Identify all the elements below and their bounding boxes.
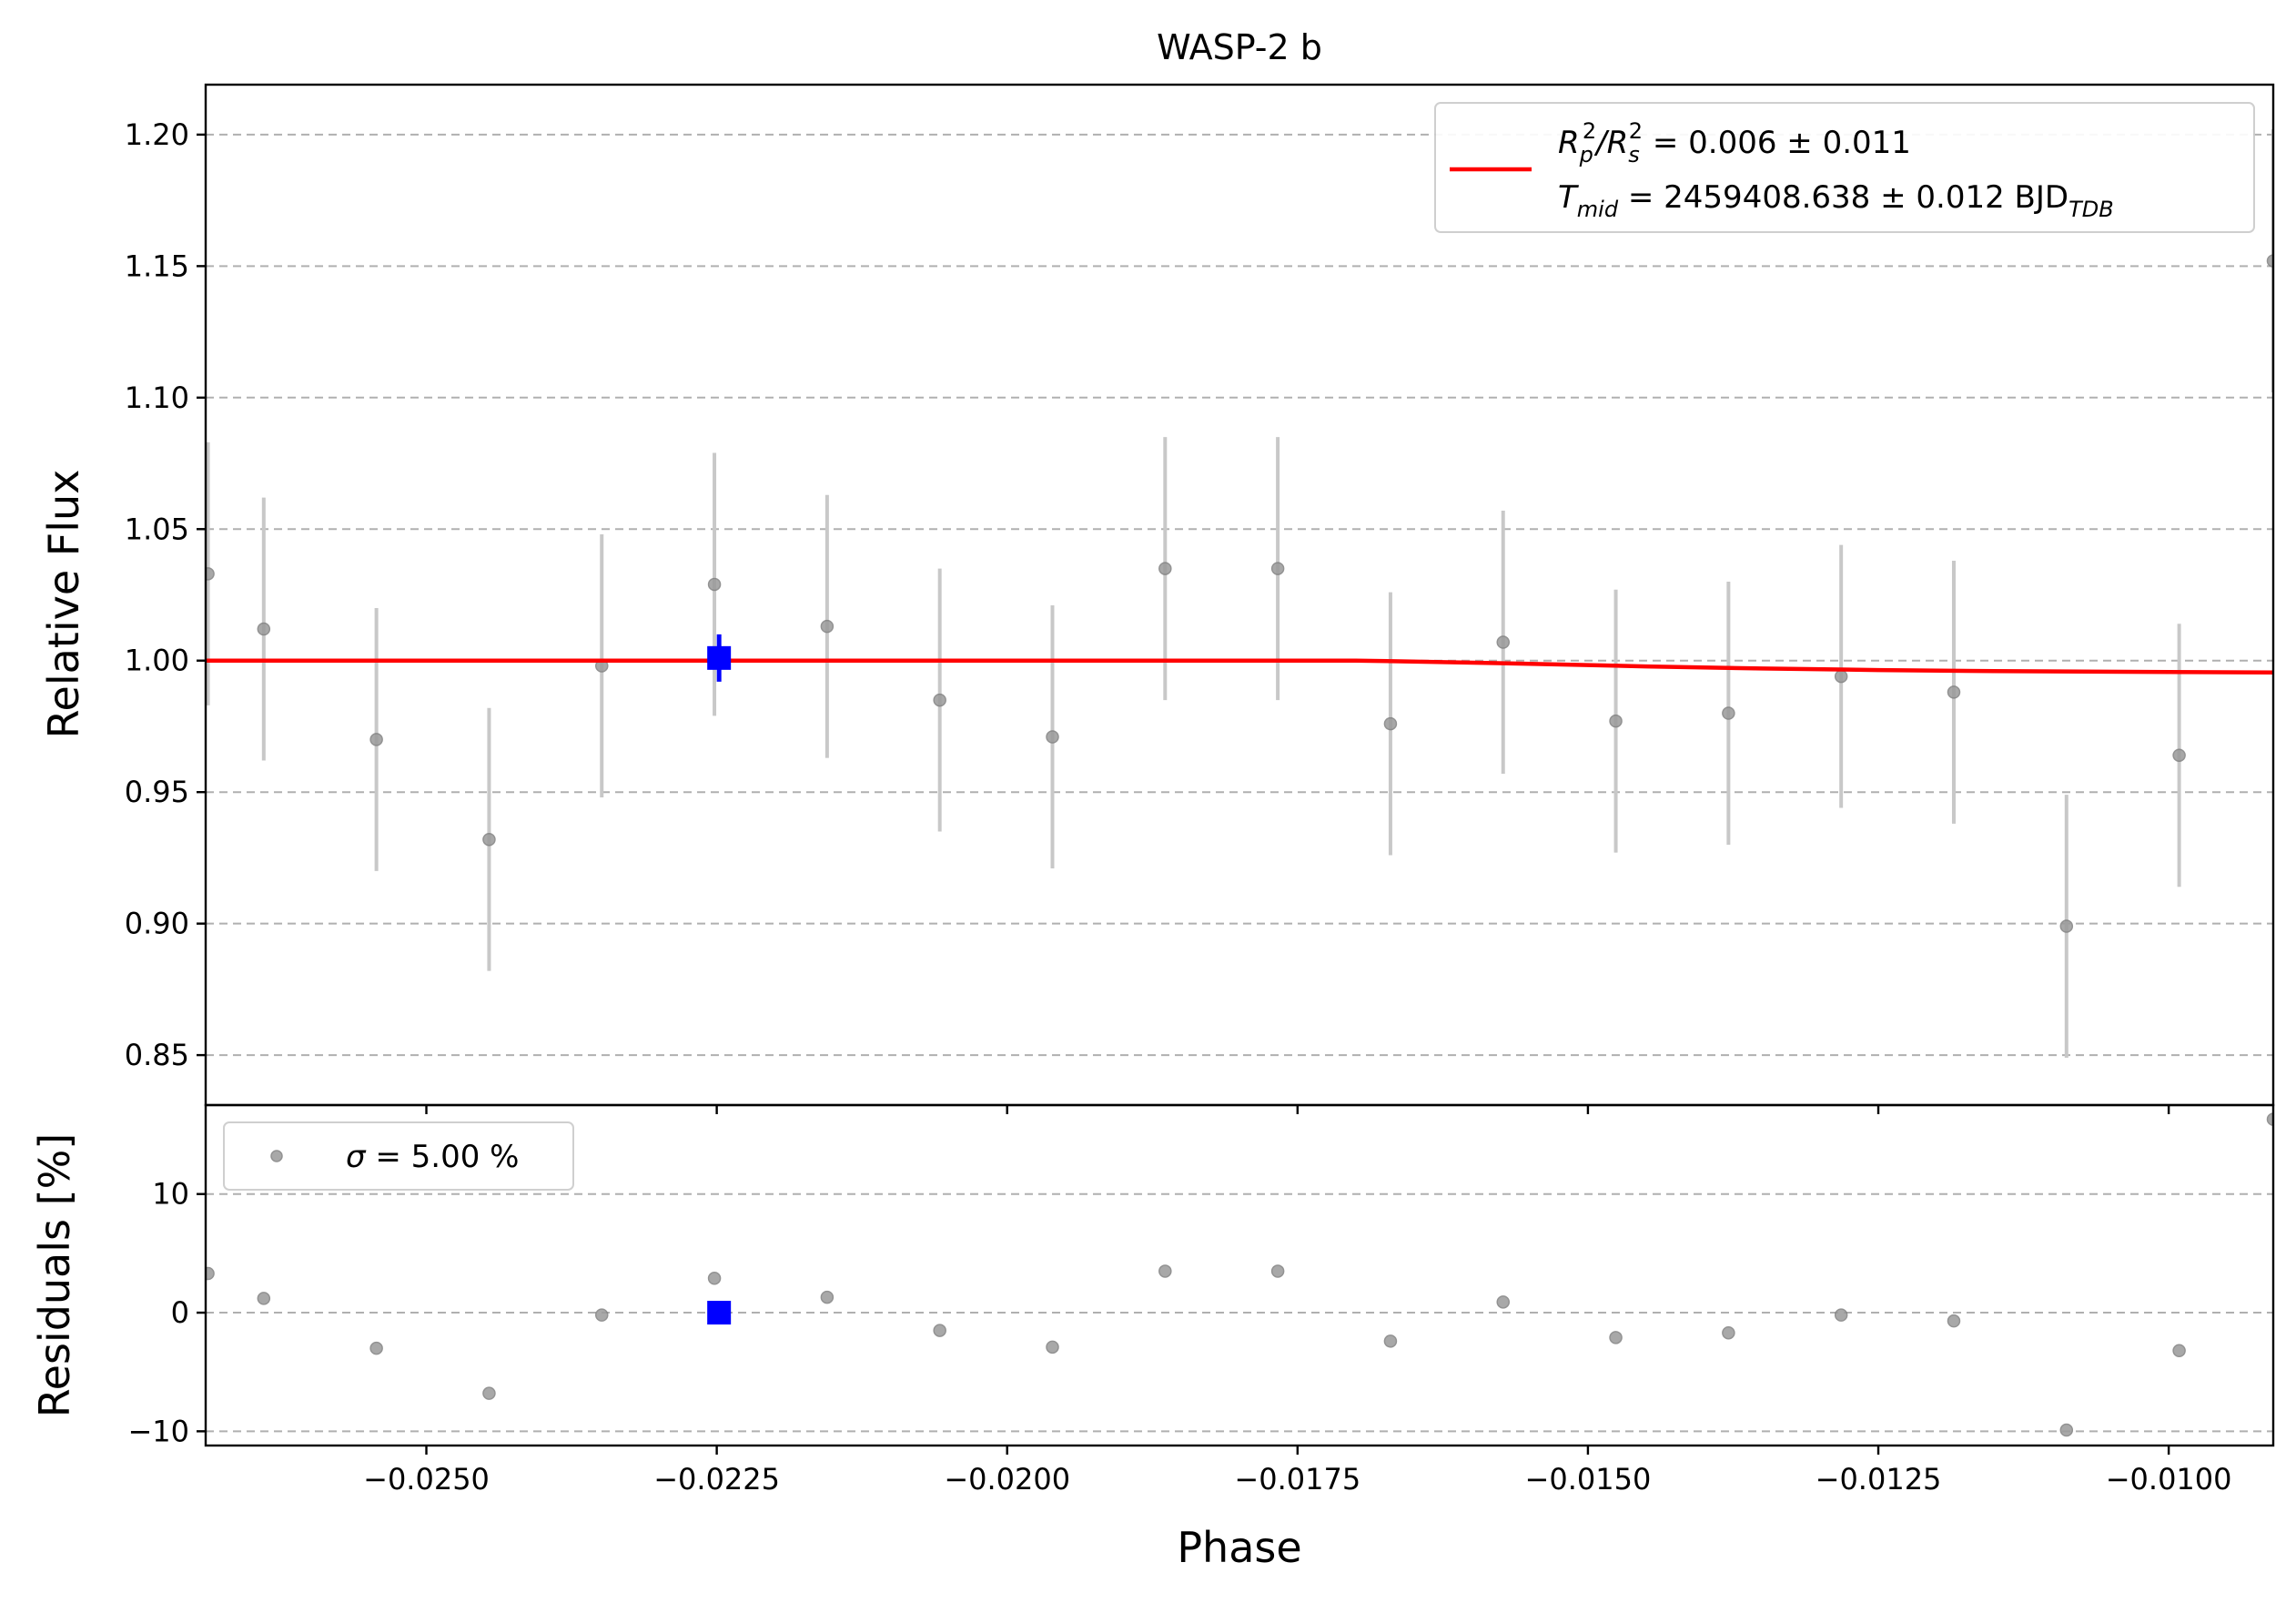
binned-data-point: [707, 645, 732, 670]
x-tick-label: −0.0100: [2106, 1462, 2232, 1496]
flux-panel: 0.85 0.90 0.95 1.00 1.05 1.10 1.15 1.20: [125, 83, 2275, 1114]
flux-data-point: [1947, 685, 1961, 699]
residual-data-point: [1496, 1295, 1510, 1309]
residual-data-point: [1383, 1334, 1398, 1348]
flux-data-point: [1158, 562, 1172, 575]
residual-data-point: [1270, 1264, 1285, 1278]
flux-data-point: [820, 619, 834, 634]
x-tick-label: −0.0175: [1234, 1462, 1360, 1496]
residual-data-point: [206, 1266, 215, 1281]
flux-data-point: [2266, 254, 2273, 268]
binned-residual-point: [707, 1301, 732, 1325]
legend-sigma-text: σ = 5.00 %: [346, 1139, 519, 1175]
residual-data-point: [707, 1272, 722, 1285]
residual-data-point: [1046, 1340, 1059, 1354]
residual-data-point: [2172, 1344, 2186, 1357]
flux-data-point: [2172, 748, 2186, 762]
flux-data-point: [1722, 706, 1735, 720]
x-tick-label: −0.0150: [1525, 1462, 1652, 1496]
residuals-data-layer: [206, 1112, 2273, 1437]
residuals-y-tick-label: 10: [152, 1177, 189, 1212]
x-tick-label: −0.0225: [653, 1462, 780, 1496]
residual-data-point: [1834, 1308, 1848, 1322]
residual-data-point: [1609, 1331, 1623, 1344]
residuals-plot-frame: [204, 1103, 2275, 1447]
flux-y-axis-label: Relative Flux: [39, 470, 88, 739]
legend-data-marker: [270, 1150, 283, 1162]
x-axis-label: Phase: [1177, 1523, 1301, 1572]
residual-data-point: [2266, 1112, 2273, 1126]
x-tick-label: −0.0200: [944, 1462, 1070, 1496]
flux-data-point: [482, 832, 496, 847]
residual-data-point: [257, 1292, 271, 1305]
residual-data-point: [369, 1341, 383, 1355]
flux-legend-frame: [1434, 102, 2255, 233]
residuals-legend-frame: [223, 1121, 574, 1191]
flux-data-point: [1270, 562, 1285, 575]
flux-data-point: [1834, 669, 1848, 684]
flux-y-tick-label: 1.20: [125, 117, 189, 152]
residuals-y-tick-label: −10: [127, 1414, 189, 1448]
flux-data-point: [707, 577, 722, 592]
transit-model-curve: [206, 658, 2273, 675]
residual-data-point: [482, 1386, 496, 1400]
flux-data-layer: [206, 129, 2273, 1058]
x-tick-label: −0.0125: [1816, 1462, 1942, 1496]
flux-data-point: [1609, 714, 1623, 728]
flux-legend: Rp2/Rs2 = 0.006 ± 0.011 Tmid = 2459408.6…: [1434, 102, 2255, 233]
residual-data-point: [1722, 1325, 1735, 1340]
residual-data-point: [595, 1308, 609, 1322]
residuals-y-tick-label: 0: [171, 1295, 189, 1330]
flux-data-point: [933, 693, 946, 707]
flux-y-tick-label: 0.85: [125, 1038, 189, 1072]
flux-y-tick-label: 0.95: [125, 775, 189, 809]
flux-y-tick-label: 1.05: [125, 512, 189, 546]
flux-data-point: [257, 622, 271, 636]
flux-y-tick-label: 0.90: [125, 907, 189, 941]
legend-transit-mid-text: Tmid = 2459408.638 ± 0.012 BJDTDB: [1558, 179, 2114, 222]
residual-data-point: [2059, 1423, 2074, 1437]
flux-data-point: [1046, 730, 1059, 744]
residual-data-point: [933, 1324, 946, 1337]
residuals-panel: −10 0 10 −0.0250 −0.0225 −0.0200 −0.0175 −0.015…: [127, 1103, 2275, 1496]
legend-radius-ratio-text: Rp2/Rs2 = 0.006 ± 0.011: [1558, 118, 1911, 167]
flux-y-tick-label: 1.00: [125, 644, 189, 678]
chart-title: WASP-2 b: [1157, 27, 1322, 67]
residuals-legend: σ = 5.00 %: [223, 1121, 574, 1191]
flux-data-point: [1496, 635, 1510, 649]
flux-data-point: [206, 567, 215, 581]
flux-data-point: [1383, 716, 1398, 731]
residual-data-point: [1158, 1264, 1172, 1278]
flux-y-tick-label: 1.10: [125, 380, 189, 415]
flux-data-point: [369, 733, 383, 746]
flux-data-point: [2059, 919, 2074, 933]
x-tick-label: −0.0250: [363, 1462, 490, 1496]
residual-data-point: [820, 1290, 834, 1304]
flux-y-tick-label: 1.15: [125, 249, 189, 283]
residual-data-point: [1947, 1314, 1961, 1328]
residuals-y-axis-label: Residuals [%]: [30, 1133, 79, 1417]
